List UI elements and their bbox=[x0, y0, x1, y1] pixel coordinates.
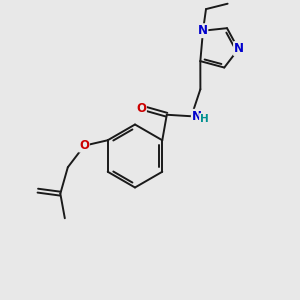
Text: N: N bbox=[192, 110, 202, 123]
Text: N: N bbox=[197, 24, 207, 37]
Text: O: O bbox=[79, 139, 89, 152]
Text: H: H bbox=[200, 114, 208, 124]
Text: N: N bbox=[234, 42, 244, 55]
Text: O: O bbox=[136, 102, 146, 115]
